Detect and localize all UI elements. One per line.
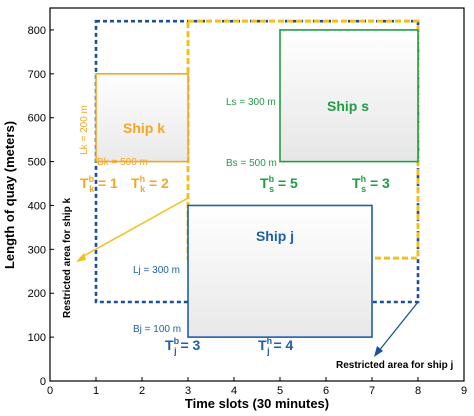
ship-s-name: Ship s <box>327 98 369 114</box>
y-tick-label: 100 <box>28 332 46 344</box>
y-axis-label: Length of quay (meters) <box>2 121 17 269</box>
plot-frame <box>49 7 465 382</box>
ships <box>95 29 419 338</box>
ship-j-box <box>187 204 373 338</box>
axis-ticks: 0 1 2 3 4 5 6 7 8 9 0 100 200 300 400 500 600 700 800 <box>28 25 467 397</box>
x-axis-label: Time slots (30 minutes) <box>185 396 329 411</box>
x-tick-label: 1 <box>93 385 99 397</box>
y-tick-label: 800 <box>28 25 46 37</box>
annotations: Ship k Lk = 200 m Bk = 500 m Tb k = 1 Th k = 2… <box>62 97 453 371</box>
restricted-j-arrowhead <box>374 346 383 357</box>
ship-k-handling-time: Th k = 2 <box>131 174 169 194</box>
restricted-k-label: Restricted area for ship k <box>62 198 73 318</box>
restricted-j-label: Restricted area for ship j <box>336 360 453 371</box>
x-tick-label: 3 <box>185 385 191 397</box>
y-tick-label: 400 <box>28 200 46 212</box>
x-tick-label: 9 <box>461 385 467 397</box>
ship-s-box <box>279 29 419 163</box>
y-tick-label: 700 <box>28 69 46 81</box>
y-tick-label: 300 <box>28 244 46 256</box>
y-tick-label: 200 <box>28 288 46 300</box>
ship-s-handling-time: Th s = 3 <box>352 174 390 194</box>
ship-j-start-time: Tb j = 3 <box>165 336 201 356</box>
ship-k-name: Ship k <box>123 120 165 136</box>
ship-s-berth-label: Bs = 500 m <box>226 158 277 169</box>
x-tick-label: 6 <box>323 385 329 397</box>
restricted-k-arrow <box>79 197 189 259</box>
y-tick-label: 0 <box>40 376 46 388</box>
x-tick-label: 0 <box>47 385 53 397</box>
ship-j-handling-time: Th j = 4 <box>258 336 294 356</box>
x-tick-label: 8 <box>415 385 421 397</box>
x-tick-label: 5 <box>277 385 283 397</box>
ship-j-name: Ship j <box>256 228 294 244</box>
y-tick-label: 600 <box>28 113 46 125</box>
ship-j-length-label: Lj = 300 m <box>133 265 180 276</box>
ship-k-start-time: Tb k = 1 <box>80 174 118 194</box>
ship-k-length-label: Lk = 200 m <box>79 105 90 155</box>
x-tick-label: 7 <box>369 385 375 397</box>
ship-s-start-time: Tb s = 5 <box>260 174 298 194</box>
ship-j-berth-label: Bj = 100 m <box>133 324 181 335</box>
restricted-k-arrowhead <box>76 253 86 262</box>
ship-k-box <box>95 73 189 163</box>
restricted-j-arrow <box>377 301 419 353</box>
y-tick-label: 500 <box>28 157 46 169</box>
x-tick-label: 2 <box>139 385 145 397</box>
x-tick-label: 4 <box>231 385 237 397</box>
ship-s-length-label: Ls = 300 m <box>226 97 276 108</box>
ship-k-berth-label: Bk = 500 m <box>97 157 148 168</box>
